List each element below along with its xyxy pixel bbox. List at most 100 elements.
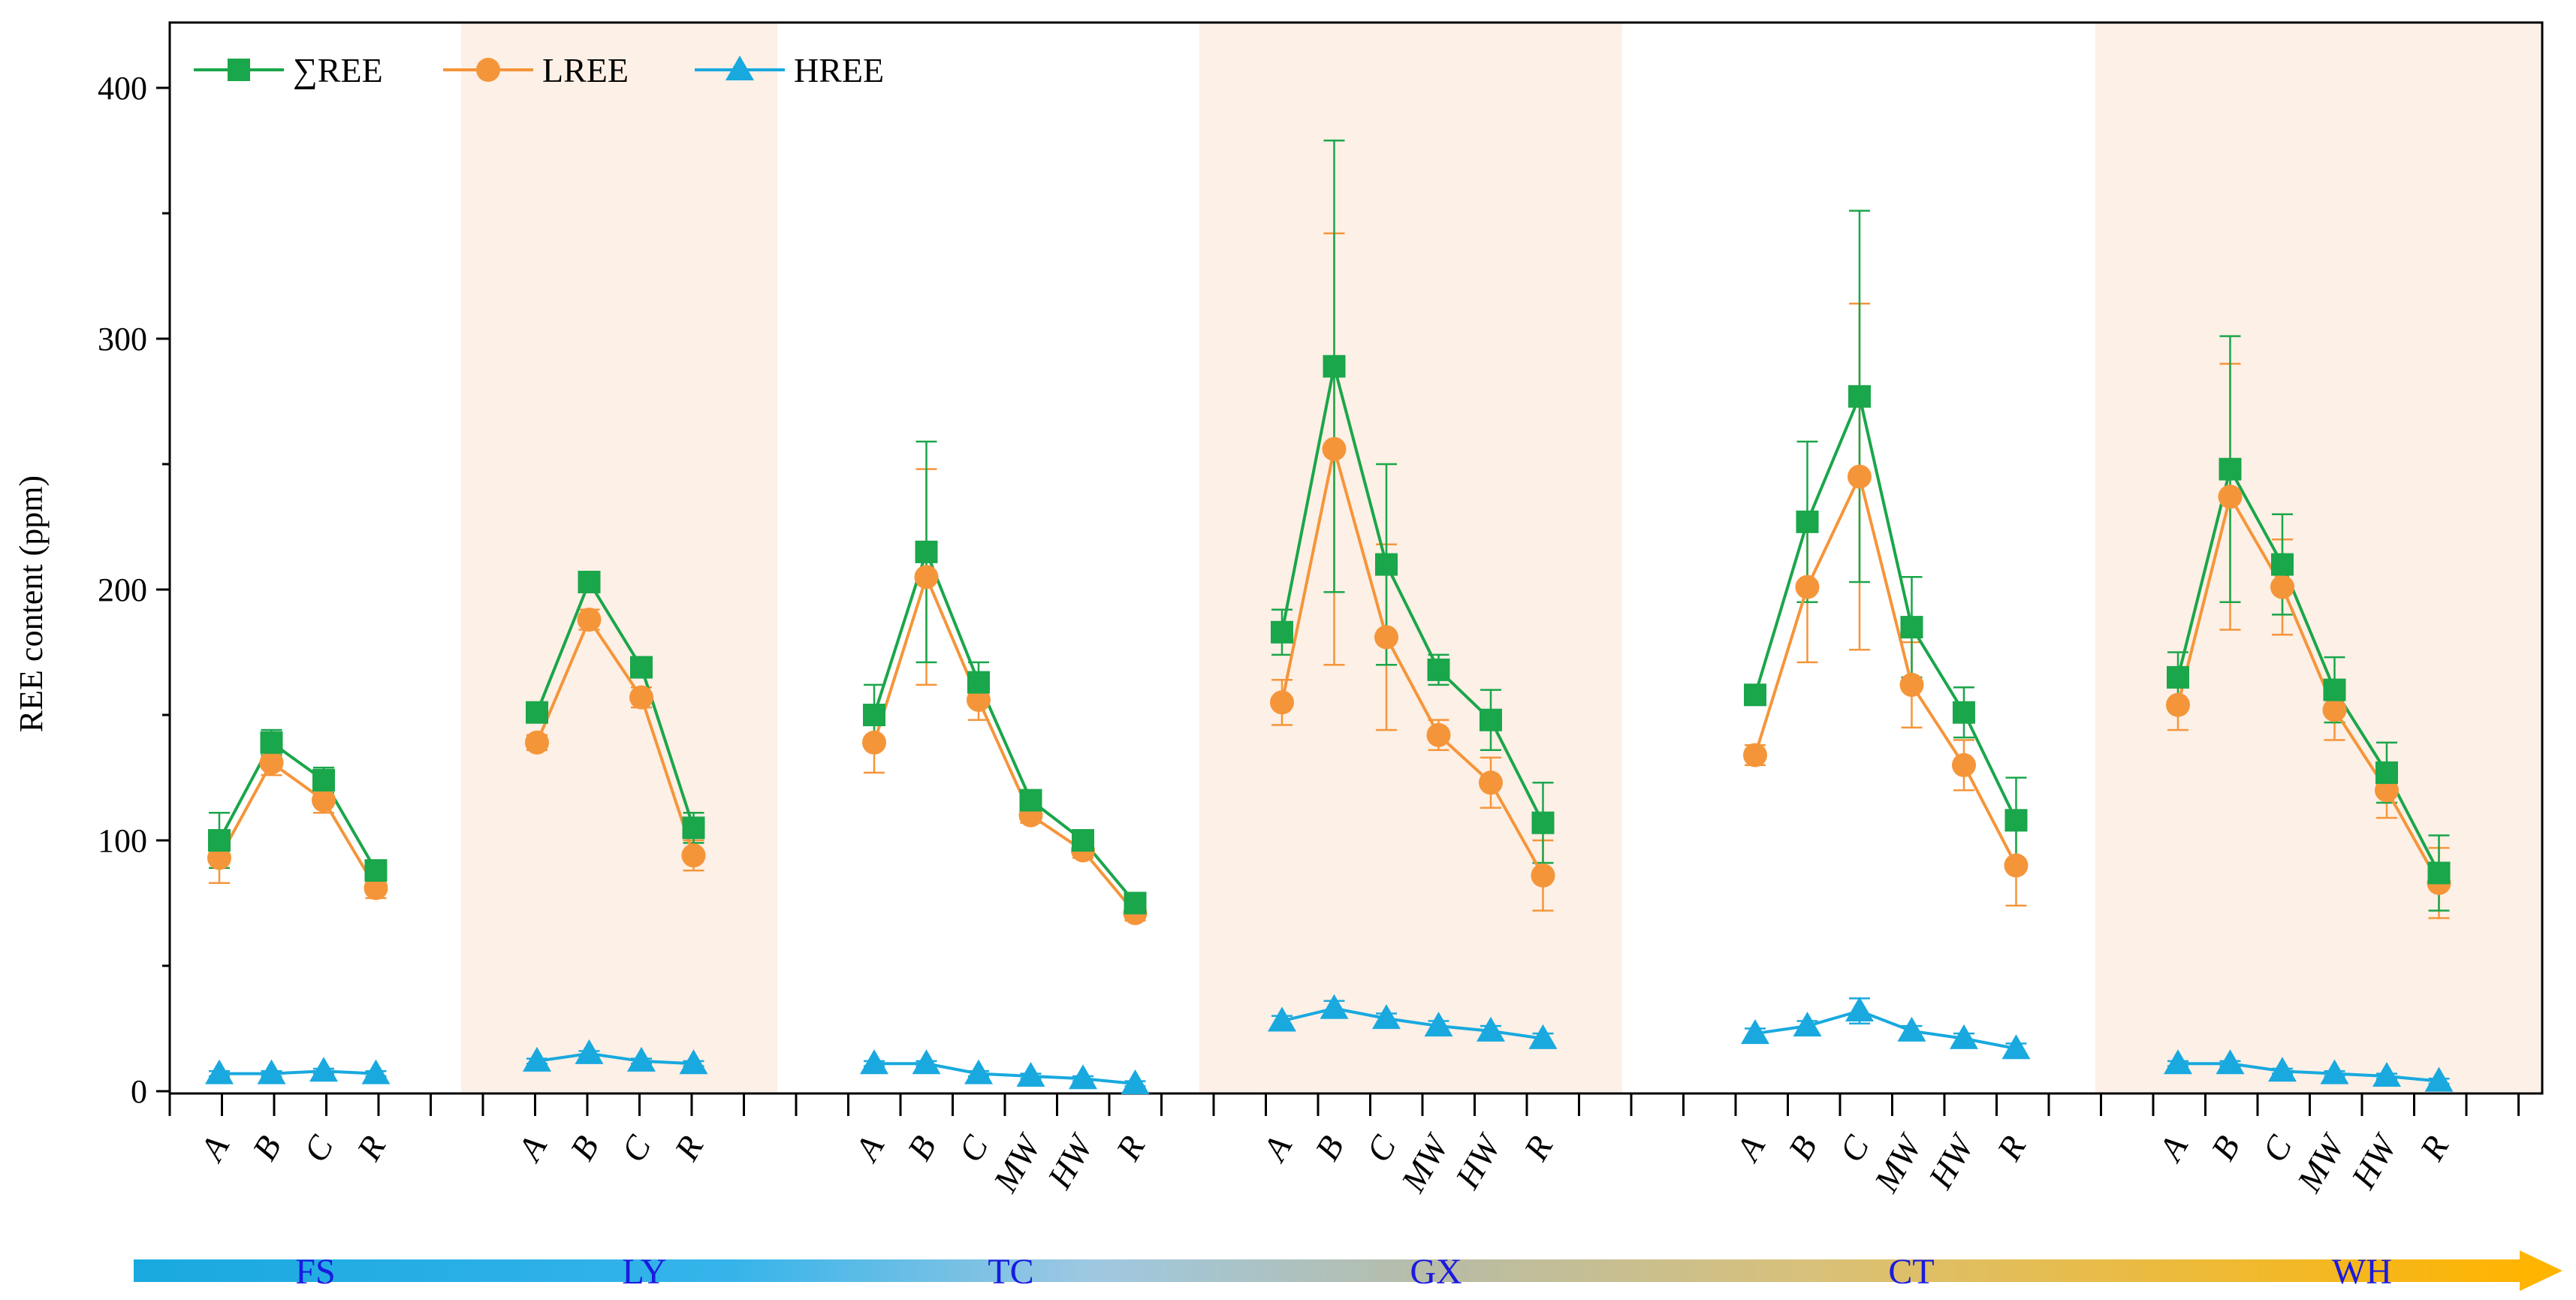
legend-label-lree: LREE <box>542 51 629 89</box>
point-hree <box>964 1059 993 1084</box>
site-label-wh: WH <box>2332 1252 2392 1292</box>
category-label: MW <box>985 1127 1049 1199</box>
point-hree <box>2001 1034 2031 1060</box>
site-label-ct: CT <box>1888 1252 1934 1292</box>
line-hree-tc <box>874 1062 1136 1085</box>
category-label: B <box>1308 1130 1351 1167</box>
point-lree <box>577 608 602 632</box>
category-label: HW <box>1447 1127 1509 1196</box>
point-hree <box>2268 1057 2297 1082</box>
point-lree <box>1479 771 1503 795</box>
point-hree <box>2216 1049 2245 1075</box>
line-lree-ly <box>535 616 695 856</box>
category-label: B <box>2203 1130 2247 1167</box>
point-sum <box>312 768 335 792</box>
band-gx <box>1199 23 1622 1093</box>
band-wh <box>2095 23 2542 1093</box>
point-lree <box>1426 722 1451 747</box>
y-tick-label: 400 <box>98 70 147 107</box>
point-hree <box>309 1057 338 1082</box>
arrow-shaft <box>134 1259 2526 1282</box>
category-label: A <box>1254 1129 1299 1169</box>
category-label: HW <box>2343 1127 2405 1196</box>
line-lree-ct <box>1754 472 2018 867</box>
line-sum-ct <box>1754 391 2018 822</box>
point-lree <box>1795 575 1820 599</box>
point-hree <box>1528 1024 1558 1049</box>
legend-marker-lree <box>476 58 500 82</box>
point-hree <box>860 1049 888 1075</box>
point-lree <box>525 730 549 755</box>
point-lree <box>2270 575 2294 599</box>
point-lree <box>2166 692 2190 717</box>
point-sum <box>578 570 601 593</box>
category-label: A <box>1727 1129 1772 1169</box>
line-lree-tc <box>873 572 1137 915</box>
category-label: C <box>951 1128 996 1168</box>
point-sum <box>2219 457 2242 481</box>
point-sum <box>1953 701 1975 724</box>
category-label: A <box>192 1129 237 1169</box>
category-label: A <box>509 1129 554 1169</box>
point-hree <box>2320 1059 2349 1084</box>
point-hree <box>257 1059 286 1084</box>
point-hree <box>205 1059 234 1084</box>
point-lree <box>1531 863 1555 888</box>
point-sum <box>1744 683 1766 707</box>
point-lree <box>1322 436 1347 461</box>
point-lree <box>207 846 231 870</box>
point-hree <box>627 1046 656 1072</box>
category-label: C <box>1359 1128 1404 1168</box>
line-sum-gx <box>1280 366 1545 824</box>
point-sum <box>364 859 388 882</box>
point-sum <box>630 656 653 679</box>
point-sum <box>2167 665 2189 689</box>
line-lree-gx <box>1280 448 1545 876</box>
category-label: C <box>614 1128 659 1168</box>
point-lree <box>2375 778 2399 803</box>
category-label: R <box>2412 1130 2456 1168</box>
category-label: B <box>245 1130 288 1167</box>
point-lree <box>1899 672 1924 697</box>
point-sum <box>2375 761 2398 784</box>
point-sum <box>1271 620 1293 644</box>
category-label: A <box>2150 1129 2195 1169</box>
y-tick-label: 300 <box>98 321 147 357</box>
y-axis-label: REE content (ppm) <box>13 475 50 732</box>
point-sum <box>1323 354 1346 378</box>
point-lree <box>1374 625 1398 650</box>
point-hree <box>361 1059 391 1084</box>
point-hree <box>2164 1049 2192 1075</box>
site-label-gx: GX <box>1410 1252 1461 1292</box>
point-hree <box>1741 1019 1769 1045</box>
point-sum <box>1900 616 1923 639</box>
point-lree <box>914 565 939 590</box>
category-label: R <box>1108 1130 1152 1168</box>
category-label: C <box>2255 1128 2300 1168</box>
point-lree <box>259 750 284 775</box>
category-label: R <box>1989 1130 2033 1168</box>
site-label-fs: FS <box>295 1252 335 1292</box>
point-sum <box>2323 678 2346 701</box>
category-label: C <box>1832 1128 1877 1168</box>
point-hree <box>1069 1064 1097 1090</box>
point-sum <box>2427 861 2451 885</box>
point-hree <box>1793 1012 1822 1037</box>
point-lree <box>629 685 653 710</box>
category-label: A <box>846 1129 891 1169</box>
point-sum <box>526 701 548 724</box>
point-hree <box>679 1049 708 1075</box>
point-hree <box>1424 1012 1453 1037</box>
point-sum <box>2004 809 2028 832</box>
series-markers <box>205 354 2454 1094</box>
point-sum <box>208 829 231 852</box>
line-lree-fs <box>218 760 378 889</box>
point-lree <box>1952 753 1976 777</box>
site-arrow: FS LY TC GX CT WH <box>134 1250 2562 1292</box>
category-label: R <box>666 1130 710 1168</box>
point-hree <box>1016 1061 1045 1087</box>
point-hree <box>523 1046 551 1072</box>
point-hree <box>1477 1016 1505 1042</box>
